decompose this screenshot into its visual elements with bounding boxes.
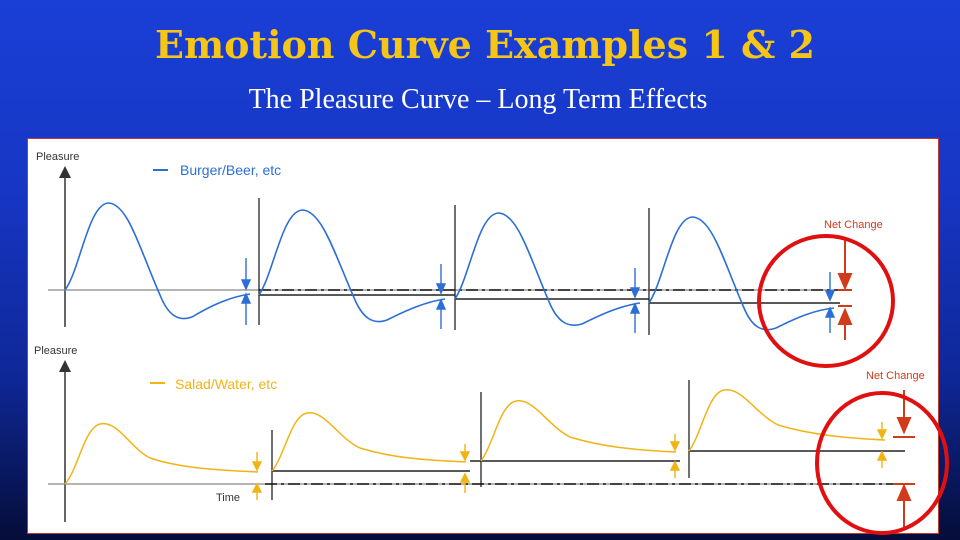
- top-net-change-label: Net Change: [824, 219, 883, 231]
- bottom-curve-4: [688, 389, 886, 452]
- top-chart: Pleasure Burger/Beer, etc: [36, 151, 895, 368]
- top-legend-label: Burger/Beer, etc: [180, 162, 281, 178]
- top-curve-2: [258, 209, 446, 323]
- slide-title: Emotion Curve Examples 1 & 2: [155, 22, 815, 67]
- diagram-panel: [27, 138, 939, 534]
- bottom-chart: Pleasure Time Salad/Water, etc: [34, 345, 949, 535]
- top-highlight-circle: [757, 234, 895, 368]
- top-axis-label: Pleasure: [36, 151, 79, 163]
- bottom-curve-2: [271, 412, 467, 472]
- bottom-x-axis-label: Time: [216, 492, 240, 504]
- top-curve-4: [648, 216, 835, 331]
- bottom-gap-arrows: [251, 422, 888, 500]
- top-curve-1: [64, 202, 251, 320]
- bottom-curve-1: [64, 423, 259, 485]
- bottom-legend-label: Salad/Water, etc: [175, 376, 277, 392]
- bottom-net-change-arrows: [893, 390, 915, 528]
- top-curve-3: [454, 212, 641, 326]
- bottom-curve-3: [480, 400, 677, 462]
- bottom-axis-label: Pleasure: [34, 345, 77, 357]
- top-net-change-arrows: [837, 240, 853, 340]
- slide-subtitle: The Pleasure Curve – Long Term Effects: [248, 84, 708, 115]
- bottom-highlight-circle: [815, 391, 949, 535]
- bottom-net-change-label: Net Change: [866, 370, 925, 382]
- top-gap-arrows: [240, 258, 836, 333]
